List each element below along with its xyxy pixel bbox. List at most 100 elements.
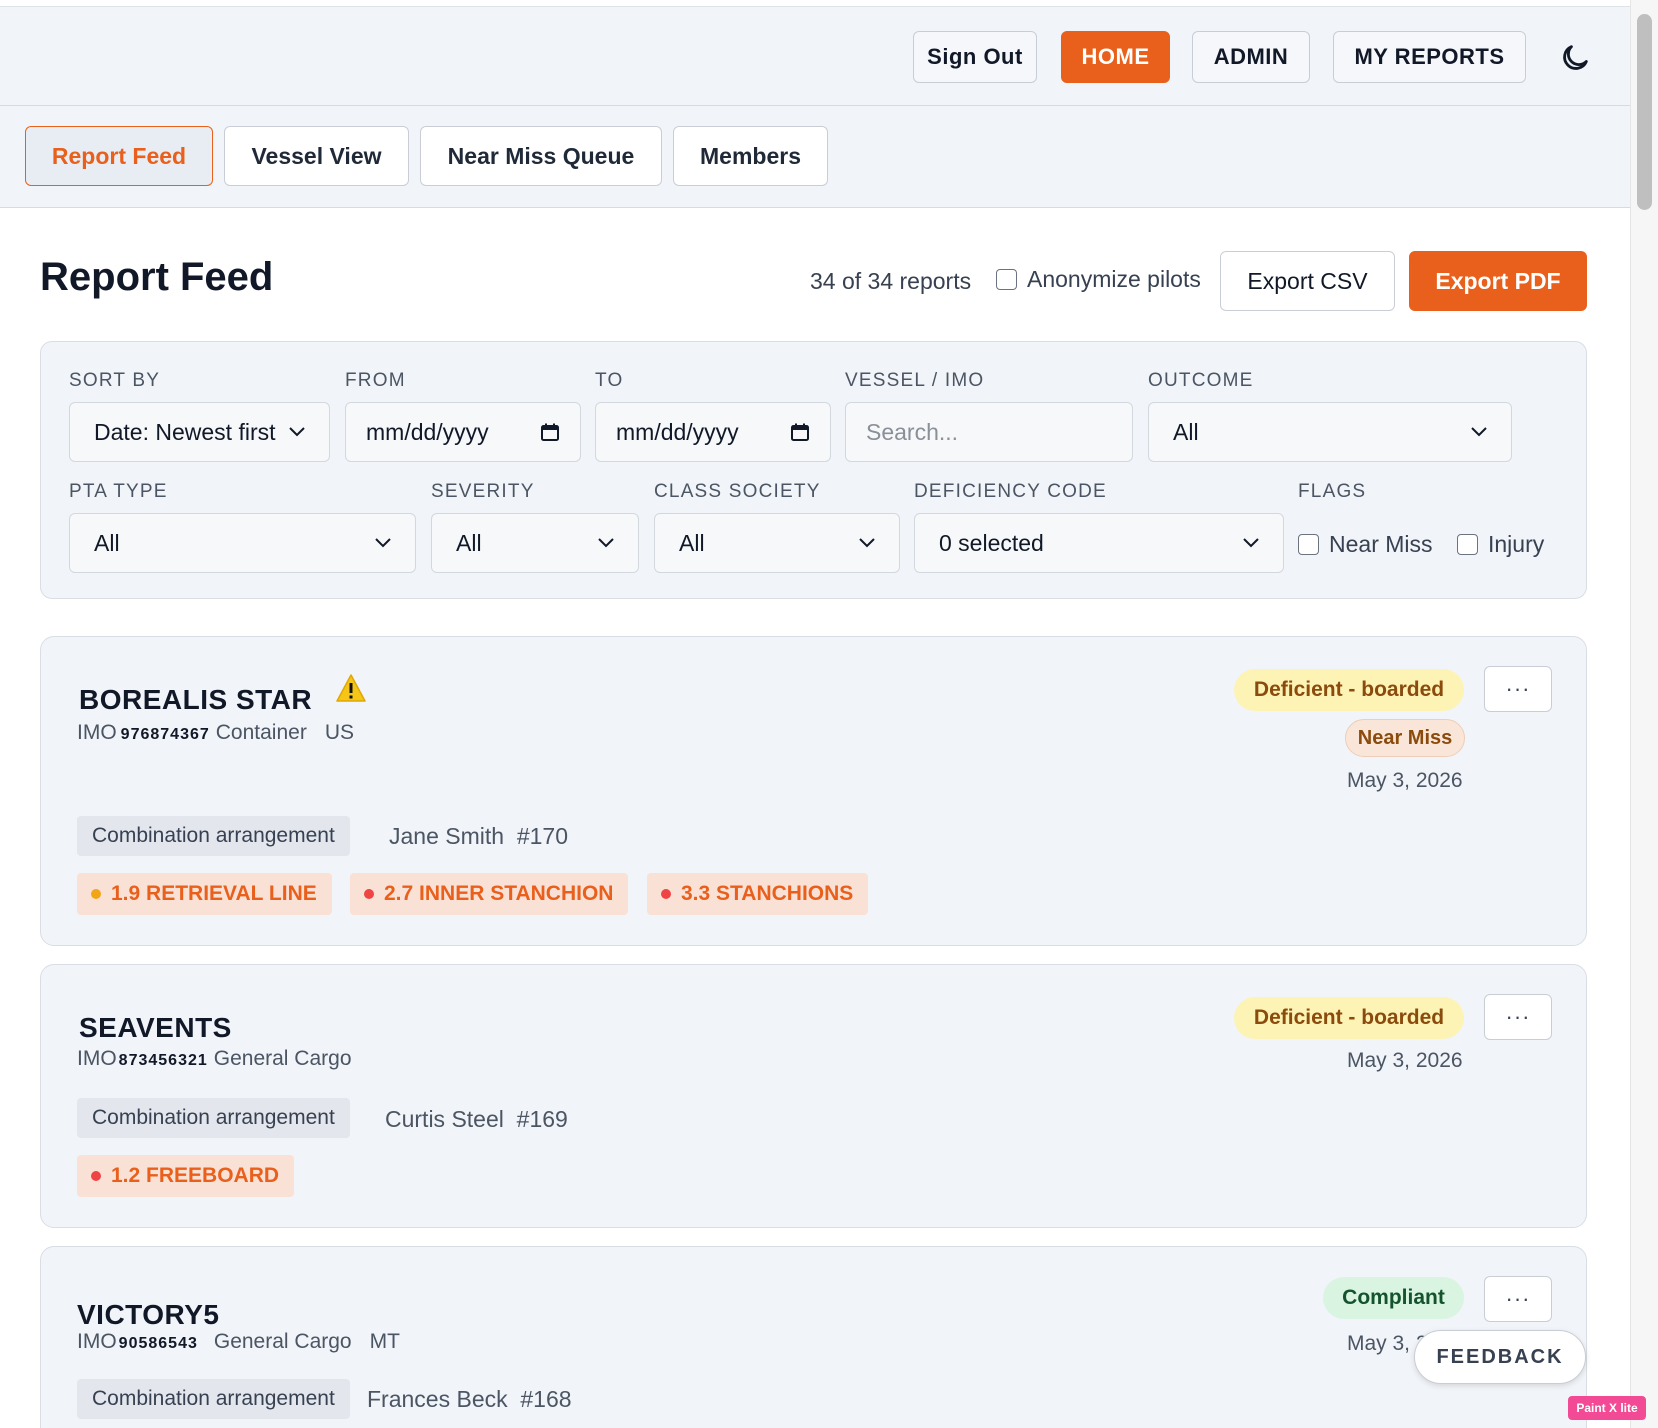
imo-number: 873456321 xyxy=(118,1052,208,1069)
vessel-imo-label: VESSEL / IMO xyxy=(845,370,985,391)
deficiency-tag: 2.7 INNER STANCHION xyxy=(350,873,629,915)
scrollbar[interactable] xyxy=(1630,0,1658,1428)
pilot-name: Jane Smith #170 xyxy=(389,823,568,850)
to-date-input[interactable]: mm/dd/yyyy xyxy=(595,402,831,462)
vessel-type: Container xyxy=(215,721,307,744)
arrangement-tag: Combination arrangement xyxy=(77,816,350,856)
vessel-search-placeholder: Search... xyxy=(866,418,959,445)
vessel-flag: US xyxy=(324,721,355,744)
imo-label: IMO xyxy=(77,1047,117,1070)
deficiency-code-select[interactable]: 0 selected xyxy=(914,513,1284,573)
anonymize-checkbox[interactable] xyxy=(996,269,1017,290)
from-label: FROM xyxy=(345,370,406,391)
feedback-button[interactable]: FEEDBACK xyxy=(1414,1330,1586,1384)
outcome-badge: Compliant xyxy=(1323,1277,1464,1319)
chevron-down-icon xyxy=(1243,538,1259,548)
anonymize-pilots-toggle[interactable]: Anonymize pilots xyxy=(996,266,1201,293)
my-reports-button[interactable]: MY REPORTS xyxy=(1333,31,1526,83)
outcome-value: All xyxy=(1173,418,1199,445)
deficiency-code-label: DEFICIENCY CODE xyxy=(914,481,1107,502)
to-label: TO xyxy=(595,370,624,391)
deficiency-tag: 1.2 FREEBOARD xyxy=(77,1155,295,1197)
pilot-number: #170 xyxy=(516,823,569,849)
tab-members[interactable]: Members xyxy=(673,126,828,186)
deficiency-label: 3.3 STANCHIONS xyxy=(681,882,854,905)
report-card[interactable]: VICTORY5 IMO 90586543 General Cargo MT C… xyxy=(40,1246,1587,1428)
outcome-select[interactable]: All xyxy=(1148,402,1512,462)
from-date-input[interactable]: mm/dd/yyyy xyxy=(345,402,581,462)
flags-label: FLAGS xyxy=(1298,481,1367,502)
vessel-name: VICTORY5 xyxy=(77,1299,220,1330)
injury-checkbox[interactable] xyxy=(1457,534,1478,555)
arrangement-tag: Combination arrangement xyxy=(77,1098,350,1138)
tab-near-miss-queue[interactable]: Near Miss Queue xyxy=(420,126,662,186)
tab-report-feed[interactable]: Report Feed xyxy=(25,126,213,186)
chevron-down-icon xyxy=(859,538,875,548)
outcome-badge: Deficient - boarded xyxy=(1234,997,1464,1039)
chevron-down-icon xyxy=(1471,427,1487,437)
pta-type-label: PTA TYPE xyxy=(69,481,168,502)
near-miss-checkbox[interactable] xyxy=(1298,534,1319,555)
severity-dot xyxy=(661,889,671,899)
pilot-number: #169 xyxy=(516,1106,568,1132)
deficiency-label: 1.9 RETRIEVAL LINE xyxy=(111,882,317,905)
vessel-meta: IMO 873456321 General Cargo xyxy=(77,1047,352,1071)
outcome-label: OUTCOME xyxy=(1148,370,1254,391)
chevron-down-icon xyxy=(289,427,305,437)
imo-number: 976874367 xyxy=(120,726,210,743)
near-miss-flag-label: Near Miss xyxy=(1329,531,1433,557)
pilot-name: Frances Beck #168 xyxy=(367,1386,572,1413)
deficiency-code-value: 0 selected xyxy=(939,529,1044,556)
top-nav-bar: Sign Out HOME ADMIN MY REPORTS xyxy=(0,6,1630,106)
report-card[interactable]: BOREALIS STAR IMO 976874367 Container US… xyxy=(40,636,1587,946)
report-date: May 3, 2026 xyxy=(1347,769,1463,792)
vessel-name: SEAVENTS xyxy=(79,1012,232,1043)
admin-button[interactable]: ADMIN xyxy=(1192,31,1310,83)
chevron-down-icon xyxy=(598,538,614,548)
class-society-select[interactable]: All xyxy=(654,513,900,573)
vessel-type: General Cargo xyxy=(213,1047,352,1070)
export-csv-button[interactable]: Export CSV xyxy=(1220,251,1395,311)
export-pdf-button[interactable]: Export PDF xyxy=(1409,251,1587,311)
deficiency-tag: 1.9 RETRIEVAL LINE xyxy=(77,873,332,915)
calendar-icon[interactable] xyxy=(790,422,810,442)
pilot-name-text: Jane Smith xyxy=(389,823,505,849)
more-options-button[interactable]: ··· xyxy=(1484,994,1552,1040)
scrollbar-thumb[interactable] xyxy=(1637,14,1652,210)
severity-dot xyxy=(364,889,374,899)
near-miss-badge: Near Miss xyxy=(1345,719,1465,757)
imo-label: IMO xyxy=(77,721,117,744)
outcome-badge: Deficient - boarded xyxy=(1234,669,1464,711)
filters-panel: SORT BY Date: Newest first FROM mm/dd/yy… xyxy=(40,341,1587,599)
calendar-icon[interactable] xyxy=(540,422,560,442)
anonymize-label: Anonymize pilots xyxy=(1027,266,1201,292)
tab-vessel-view[interactable]: Vessel View xyxy=(224,126,409,186)
injury-flag-toggle[interactable]: Injury xyxy=(1457,531,1544,558)
pilot-name-text: Curtis Steel xyxy=(385,1106,504,1132)
sign-out-button[interactable]: Sign Out xyxy=(913,31,1037,83)
injury-flag-label: Injury xyxy=(1488,531,1545,557)
page-title: Report Feed xyxy=(40,255,274,299)
vessel-name: BOREALIS STAR xyxy=(79,684,313,715)
moon-icon[interactable] xyxy=(1558,41,1592,75)
severity-select[interactable]: All xyxy=(431,513,639,573)
vessel-meta: IMO 90586543 General Cargo MT xyxy=(77,1330,400,1354)
more-options-button[interactable]: ··· xyxy=(1484,666,1552,712)
pta-type-select[interactable]: All xyxy=(69,513,416,573)
imo-number: 90586543 xyxy=(118,1335,198,1352)
to-date-value: mm/dd/yyyy xyxy=(616,418,739,445)
home-button[interactable]: HOME xyxy=(1061,31,1170,83)
vessel-meta: IMO 976874367 Container US xyxy=(77,721,354,745)
severity-label: SEVERITY xyxy=(431,481,535,502)
report-card[interactable]: SEAVENTS IMO 873456321 General Cargo Def… xyxy=(40,964,1587,1228)
more-options-button[interactable]: ··· xyxy=(1484,1276,1552,1322)
pilot-number: #168 xyxy=(520,1386,572,1412)
sort-by-select[interactable]: Date: Newest first xyxy=(69,402,330,462)
severity-dot xyxy=(91,1171,101,1181)
arrangement-tag: Combination arrangement xyxy=(77,1379,350,1419)
warning-icon xyxy=(336,674,366,702)
severity-value: All xyxy=(456,529,482,556)
near-miss-flag-toggle[interactable]: Near Miss xyxy=(1298,531,1433,558)
vessel-search-input[interactable]: Search... xyxy=(845,402,1133,462)
